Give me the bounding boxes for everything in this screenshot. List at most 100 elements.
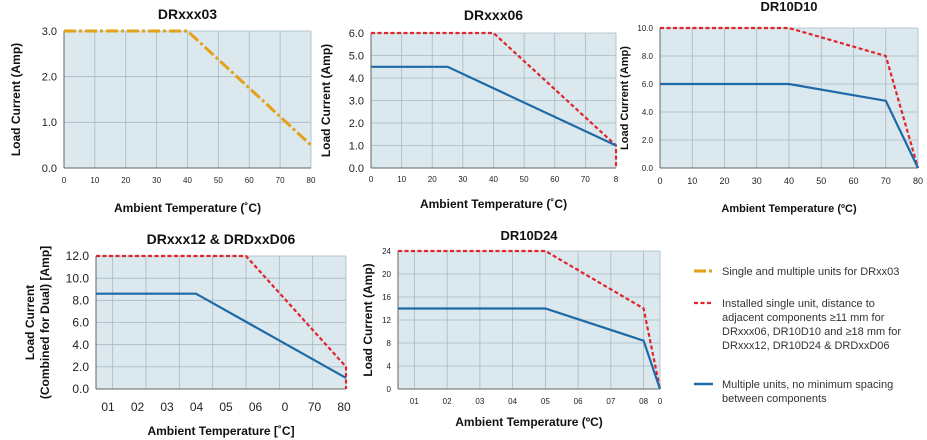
x-tick-label: 03 [160, 400, 174, 414]
x-tick-label: 03 [475, 397, 484, 406]
legend-item-single-dash: Single and multiple units for DRxx03 [694, 266, 899, 278]
chart-1: DRxxx03 0 10 20 30 40 50 60 70 80 0.0 1.0 2.0 3.0 Ambi… [9, 6, 316, 215]
x-tick-label: 01 [101, 400, 115, 414]
y-tick-label: 6.0 [349, 28, 364, 40]
series-line-single-dash [64, 29, 313, 147]
x-axis-title: Ambient Temperature (ºC) [721, 203, 857, 215]
y-axis-title: Load Current (Amp) [619, 46, 631, 150]
x-axis-title: Ambient Temperature (ºC) [455, 415, 603, 429]
x-tick-label: 30 [458, 175, 467, 184]
chart-title: DRxxx12 & DRDxxD06 [147, 231, 296, 247]
x-tick-label: 70 [581, 175, 590, 184]
y-tick-label: 12 [382, 316, 391, 325]
x-tick-label: 04 [190, 400, 204, 414]
x-tick-label: 10 [397, 175, 406, 184]
x-tick-label: 06 [574, 397, 583, 406]
x-axis-title: Ambient Temperature (˚C) [420, 197, 567, 211]
y-tick-label: 1.0 [42, 117, 57, 129]
x-tick-label: 06 [249, 400, 263, 414]
y-tick-label: 3.0 [349, 95, 364, 107]
x-tick-label: 40 [489, 175, 498, 184]
y-tick-label: 2.0 [349, 118, 364, 130]
y-axis-title: Load Current (Amp) [9, 43, 23, 156]
y-tick-label: 20 [382, 270, 391, 279]
y-tick-label: 10.0 [66, 271, 90, 285]
x-tick-label: 0 [282, 400, 289, 414]
y-tick-label: 4.0 [642, 108, 654, 117]
y-tick-label: 6.0 [642, 80, 654, 89]
x-tick-label: 30 [752, 176, 762, 186]
y-tick-label: 0.0 [349, 163, 364, 175]
series-line-installed-single [660, 26, 920, 169]
x-tick-label: 80 [337, 400, 351, 414]
legend-text-line: Multiple units, no minimum spacing [722, 379, 893, 391]
legend-item-multiple: Multiple units, no minimum spacing betwee… [694, 379, 893, 405]
x-tick-label: 20 [719, 176, 729, 186]
y-tick-label: 0.0 [642, 164, 654, 173]
x-tick-label: 70 [881, 176, 891, 186]
x-tick-label: 50 [520, 175, 529, 184]
y-tick-label: 12.0 [66, 249, 90, 263]
legend-text-line: Installed single unit, distance to [722, 298, 875, 310]
y-tick-label: 24 [382, 247, 391, 256]
x-axis-title: Ambient Temperature [˚C] [147, 424, 294, 438]
y-tick-label: 10.0 [637, 24, 653, 33]
y-tick-label: 6.0 [72, 316, 89, 330]
series-line-multiple [371, 65, 617, 147]
y-tick-label: 4.0 [349, 73, 364, 85]
x-tick-label: 80 [307, 176, 316, 185]
x-tick-label: 50 [816, 176, 826, 186]
x-tick-label: 07 [606, 397, 615, 406]
x-tick-label: 04 [508, 397, 517, 406]
chart-4: DRxxx12 & DRDxxD06 01 02 03 04 05 06 0 70 80 0.0 2.… [23, 231, 351, 438]
y-tick-label: 4.0 [72, 338, 89, 352]
chart-3: DR10D10 0 10 20 30 40 50 60 70 80 0.0 2.0 4.0 6.0 8.0 1… [619, 0, 923, 215]
x-tick-label: 02 [443, 397, 452, 406]
x-tick-label: 20 [121, 176, 130, 185]
x-tick-label: 20 [428, 175, 437, 184]
y-axis-title: Load Current (Amp) [361, 263, 375, 376]
chart-title: DR10D10 [760, 0, 817, 14]
y-tick-label: 2.0 [72, 360, 89, 374]
x-tick-label: 70 [308, 400, 322, 414]
x-tick-label: 40 [183, 176, 192, 185]
x-tick-label: 0 [658, 397, 663, 406]
chart-2: DRxxx06 0 10 20 30 40 50 60 70 8 0.0 1.0 2.0 3.0 4.0 5.… [319, 7, 619, 211]
x-tick-label: 05 [541, 397, 550, 406]
x-tick-label: 0 [62, 176, 67, 185]
x-tick-label: 80 [913, 176, 923, 186]
y-tick-label: 8.0 [642, 52, 654, 61]
x-tick-label: 8 [614, 175, 619, 184]
series-line-installed-single [398, 249, 662, 390]
y-tick-label: 5.0 [349, 50, 364, 62]
y-tick-label: 8.0 [72, 294, 89, 308]
y-tick-label: 0 [387, 385, 392, 394]
y-tick-label: 0.0 [42, 163, 57, 175]
legend-text-line: between components [722, 393, 827, 405]
chart-title: DRxxx03 [158, 6, 217, 22]
x-tick-label: 60 [245, 176, 254, 185]
x-tick-label: 01 [410, 397, 419, 406]
y-tick-label: 2.0 [42, 72, 57, 84]
y-tick-label: 2.0 [642, 136, 654, 145]
y-tick-label: 8 [387, 339, 392, 348]
chart-title: DR10D24 [500, 228, 558, 243]
x-tick-label: 30 [152, 176, 161, 185]
x-tick-label: 08 [639, 397, 648, 406]
x-tick-label: 02 [131, 400, 145, 414]
x-tick-label: 0 [657, 176, 662, 186]
series-line-installed-single [371, 31, 618, 168]
legend: Single and multiple units for DRxx03 Inst… [694, 266, 901, 405]
y-tick-label: 16 [382, 293, 391, 302]
y-tick-label: 1.0 [349, 140, 364, 152]
x-tick-label: 40 [784, 176, 794, 186]
legend-text-line: Single and multiple units for DRxx03 [722, 266, 899, 278]
series-line-multiple [660, 82, 919, 169]
legend-text-line: DRxxx12, DR10D24 & DRDxxD06 [722, 340, 890, 352]
x-tick-label: 10 [90, 176, 99, 185]
legend-item-installed-single: Installed single unit, distance to adjace… [694, 298, 901, 352]
y-axis-title: Load Current(Combined for Dual) [Amp] [23, 246, 52, 399]
